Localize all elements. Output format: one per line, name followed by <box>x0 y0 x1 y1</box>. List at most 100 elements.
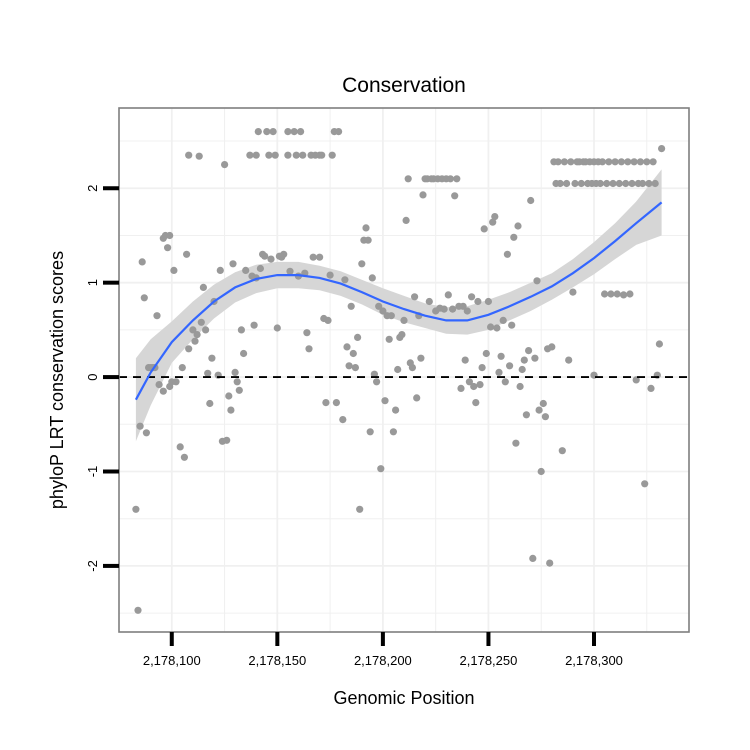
data-point <box>233 378 241 386</box>
data-point <box>480 225 488 233</box>
data-point <box>643 158 651 166</box>
data-point <box>324 316 332 324</box>
data-point <box>309 253 317 261</box>
data-point <box>256 264 264 273</box>
data-point <box>290 128 298 136</box>
data-point <box>506 362 514 370</box>
data-point <box>425 297 433 306</box>
data-point <box>510 233 518 241</box>
data-point <box>375 302 383 310</box>
data-point <box>354 333 362 341</box>
data-point <box>565 356 573 364</box>
data-point <box>273 324 281 332</box>
data-point <box>326 271 334 279</box>
data-point <box>630 158 638 166</box>
data-point <box>269 128 277 136</box>
data-point <box>206 399 214 408</box>
data-point <box>463 307 471 315</box>
data-point <box>503 250 511 258</box>
data-point <box>603 179 611 188</box>
data-point <box>208 354 216 362</box>
data-point <box>468 293 476 301</box>
data-point <box>556 179 564 188</box>
data-point <box>622 179 630 188</box>
data-point <box>508 321 516 329</box>
data-point <box>658 145 666 153</box>
data-point <box>527 196 535 205</box>
plot-panel <box>119 108 689 632</box>
data-point <box>529 554 537 563</box>
data-point <box>569 288 577 296</box>
data-point <box>482 349 490 358</box>
data-point <box>180 453 188 461</box>
data-point <box>284 128 292 136</box>
data-point <box>231 368 239 376</box>
data-point <box>193 331 201 339</box>
data-point <box>164 244 172 252</box>
data-point <box>394 365 402 374</box>
data-point <box>620 291 628 299</box>
data-point <box>645 179 653 188</box>
data-point <box>299 151 307 159</box>
data-point <box>478 364 486 372</box>
data-point <box>607 290 615 298</box>
data-point <box>560 158 569 166</box>
data-point <box>474 297 482 306</box>
data-point <box>402 216 410 224</box>
data-point <box>484 297 492 306</box>
data-point <box>615 179 623 188</box>
data-point <box>381 397 389 405</box>
data-point <box>449 305 457 313</box>
data-point <box>242 266 250 274</box>
data-point <box>216 266 224 274</box>
data-point <box>305 345 313 353</box>
data-point <box>639 179 647 188</box>
data-point <box>537 467 545 476</box>
data-point <box>370 370 378 378</box>
y-tick-label: 1 <box>85 279 100 286</box>
data-point <box>624 158 632 166</box>
data-point <box>647 384 655 392</box>
chart-title: Conservation <box>342 74 466 97</box>
data-point <box>487 323 495 331</box>
data-point <box>389 428 397 436</box>
data-point <box>223 436 231 444</box>
data-point <box>649 158 657 166</box>
data-point <box>155 381 163 389</box>
data-point <box>197 318 205 326</box>
data-point <box>345 362 353 370</box>
data-point <box>225 392 233 400</box>
data-point <box>191 337 199 345</box>
data-point <box>185 345 193 353</box>
data-point <box>136 422 144 430</box>
data-point <box>465 378 473 386</box>
data-point <box>539 399 547 408</box>
data-point <box>189 326 197 334</box>
data-point <box>613 290 621 298</box>
data-point <box>341 276 349 284</box>
data-point <box>364 236 372 244</box>
plot-area: 2,178,100 2,178,150 2,178,200 2,178,250 2,17… <box>85 107 690 668</box>
data-point <box>166 231 174 240</box>
data-point <box>444 291 452 299</box>
data-points <box>132 128 666 614</box>
data-point <box>655 340 664 348</box>
data-point <box>398 331 406 339</box>
data-point <box>392 406 400 414</box>
data-point <box>377 465 385 473</box>
data-point <box>297 128 305 136</box>
smooth-trend-line <box>134 201 663 401</box>
data-point <box>476 381 484 389</box>
data-point <box>459 302 467 310</box>
data-point <box>387 312 395 320</box>
data-point <box>159 387 167 395</box>
data-point <box>563 179 571 188</box>
data-point <box>499 316 507 324</box>
data-point <box>183 250 191 258</box>
data-point <box>339 416 347 424</box>
y-tick-label: 2 <box>85 185 100 192</box>
data-point <box>132 505 140 513</box>
data-point <box>601 290 609 298</box>
x-tick-label: 2,178,300 <box>565 653 623 668</box>
